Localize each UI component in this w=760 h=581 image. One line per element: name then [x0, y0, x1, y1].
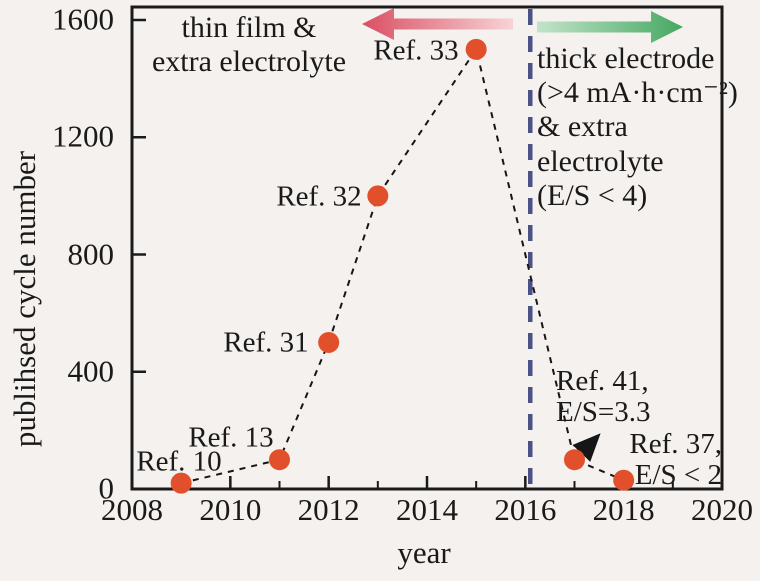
x-tick-label: 2010: [199, 492, 262, 527]
point-label: Ref. 10: [136, 445, 222, 478]
data-point: [269, 449, 290, 471]
point-label: Ref. 37, E/S < 2: [629, 428, 722, 491]
y-tick-label: 1200: [52, 118, 114, 154]
y-tick-label: 800: [67, 235, 115, 271]
x-tick-label: 2012: [297, 492, 360, 527]
point-label: Ref. 33: [373, 34, 459, 67]
data-point: [564, 449, 585, 471]
data-point: [318, 331, 340, 353]
y-axis-title: publihsed cycle number: [7, 150, 42, 448]
data-point: [170, 472, 192, 494]
x-tick-label: 2014: [396, 492, 458, 527]
x-tick-label: 2020: [691, 492, 753, 527]
right-region-annotation: thick electrode (>4 mA·h·cm⁻²) & extra e…: [537, 42, 738, 212]
left-region-annotation: thin film & extra electrolyte: [151, 10, 347, 78]
x-tick-label: 2016: [494, 492, 557, 527]
x-axis-title: year: [397, 535, 451, 570]
thin-film-left-arrow: [362, 8, 513, 40]
x-tick-label: 2008: [101, 492, 163, 527]
plot-border: [130, 5, 724, 491]
data-point: [613, 469, 635, 491]
data-point: [465, 38, 487, 60]
y-tick-label: 0: [98, 470, 115, 506]
point-label: Ref. 32: [276, 180, 362, 213]
x-tick-label: 2018: [592, 492, 655, 527]
point-label: Ref. 41, E/S=3.3: [556, 365, 651, 428]
y-tick-label: 400: [67, 353, 115, 389]
data-point: [367, 185, 389, 207]
point-label: Ref. 31: [223, 326, 309, 359]
point-label: Ref. 13: [188, 421, 274, 454]
thick-electrode-right-arrow: [537, 11, 683, 43]
y-tick-label: 1600: [52, 1, 114, 37]
